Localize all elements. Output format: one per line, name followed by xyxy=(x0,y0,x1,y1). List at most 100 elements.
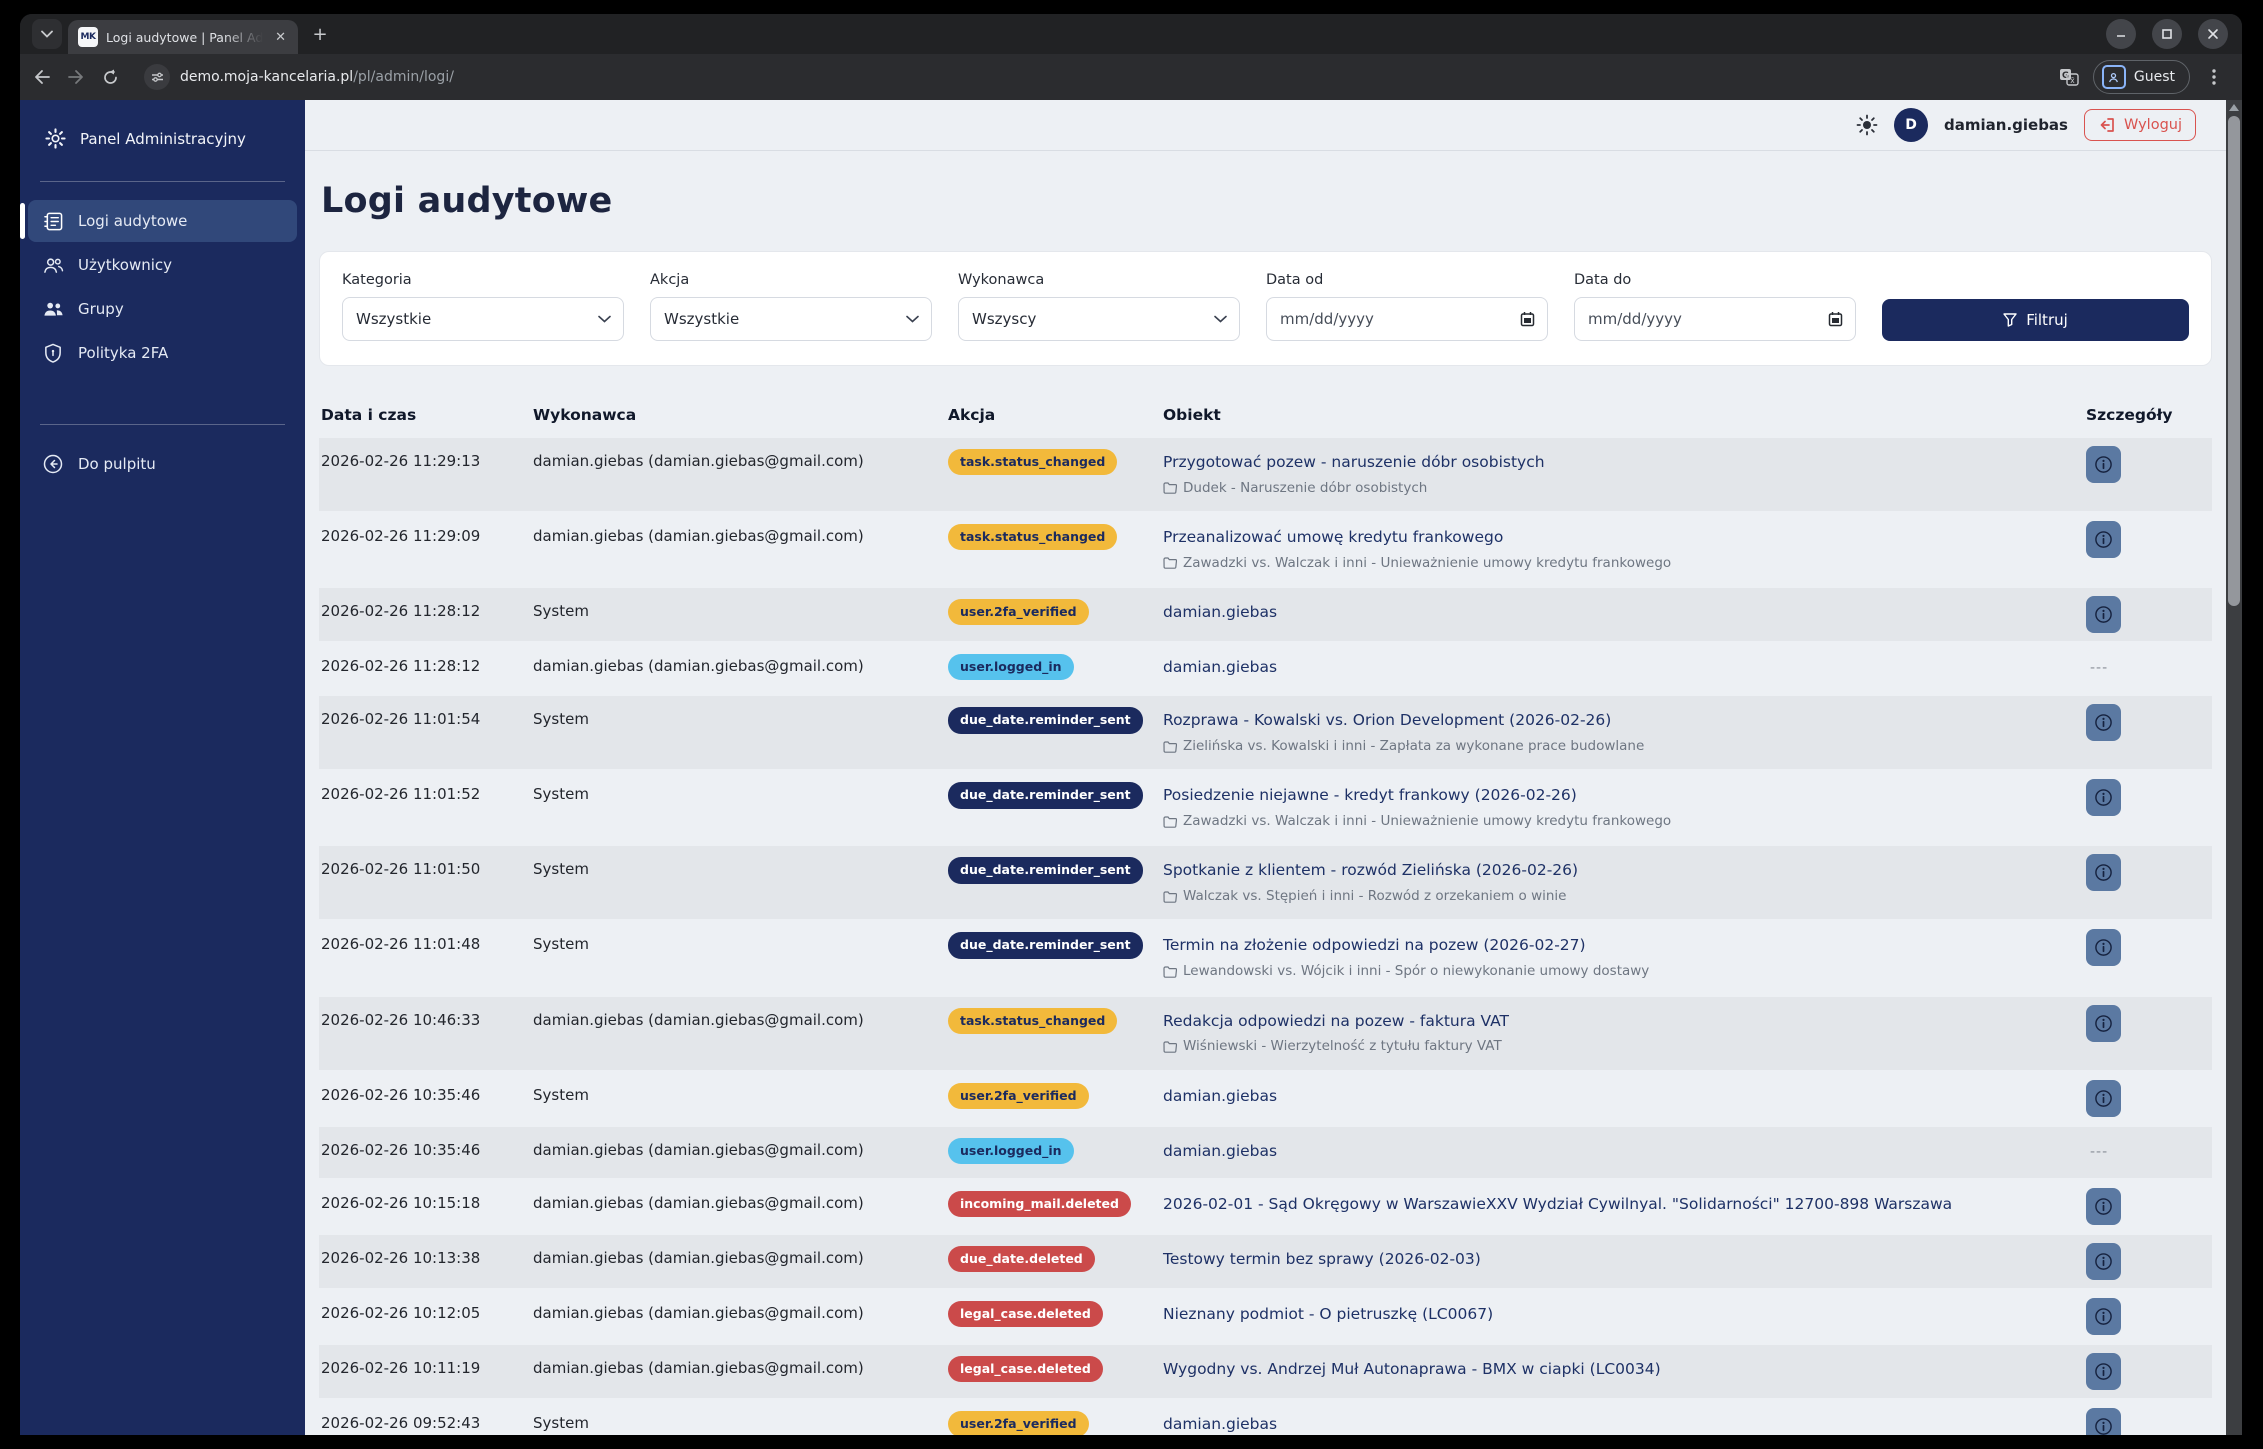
action-badge: user.logged_in xyxy=(948,1137,1074,1164)
browser-tab[interactable]: MK Logi audytowe | Panel Ad ✕ xyxy=(68,20,298,54)
object-link[interactable]: Przeanalizować umowę kredytu frankowego xyxy=(1163,528,1504,547)
chevron-down-icon xyxy=(906,315,919,323)
reload-button[interactable] xyxy=(94,61,126,93)
details-button[interactable] xyxy=(2086,1004,2121,1042)
details-button[interactable] xyxy=(2086,704,2121,742)
folder-icon xyxy=(1163,891,1177,903)
sidebar-item-logi-audytowe[interactable]: Logi audytowe xyxy=(20,200,297,242)
object-case: Walczak vs. Stępień i inni - Rozwód z or… xyxy=(1163,888,2062,906)
data-od-input[interactable]: mm/dd/yyyy xyxy=(1266,297,1548,341)
details-button[interactable] xyxy=(2086,854,2121,892)
table-row: 2026-02-26 10:12:05 damian.giebas (damia… xyxy=(319,1290,2212,1345)
object-link[interactable]: damian.giebas xyxy=(1163,1086,1278,1105)
folder-icon xyxy=(1163,557,1177,570)
details-button[interactable] xyxy=(2086,929,2121,967)
details-button[interactable] xyxy=(2086,1352,2121,1390)
window-minimize-button[interactable] xyxy=(2106,19,2136,49)
page-scrollbar[interactable] xyxy=(2226,100,2242,1435)
data-do-input[interactable]: mm/dd/yyyy xyxy=(1574,297,1856,341)
back-button[interactable] xyxy=(26,61,58,93)
scrollbar-thumb[interactable] xyxy=(2228,116,2240,606)
log-performer: System xyxy=(533,602,589,621)
theme-toggle-button[interactable] xyxy=(1856,114,1878,136)
table-row: 2026-02-26 10:13:38 damian.giebas (damia… xyxy=(319,1234,2212,1290)
page-topbar: D damian.giebas Wyloguj xyxy=(305,100,2242,151)
sun-icon xyxy=(1856,114,1878,136)
table-row: 2026-02-26 10:46:33 damian.giebas (damia… xyxy=(319,996,2212,1072)
object-link[interactable]: damian.giebas xyxy=(1163,603,1278,622)
sidebar-divider xyxy=(40,424,285,425)
log-datetime: 2026-02-26 11:01:50 xyxy=(321,860,481,879)
details-button[interactable] xyxy=(2086,1242,2121,1280)
object-link[interactable]: Spotkanie z klientem - rozwód Zielińska … xyxy=(1163,861,1579,880)
table-row: 2026-02-26 10:35:46 System user.2fa_veri… xyxy=(319,1072,2212,1127)
log-datetime: 2026-02-26 10:13:38 xyxy=(321,1248,481,1267)
object-link[interactable]: Przygotować pozew - naruszenie dóbr osob… xyxy=(1163,453,1545,471)
log-datetime: 2026-02-26 10:15:18 xyxy=(321,1193,481,1212)
filter-submit-button[interactable]: Filtruj xyxy=(1882,299,2189,341)
sidebar-divider xyxy=(40,181,285,182)
details-button[interactable] xyxy=(2086,1187,2121,1225)
tab-search-button[interactable] xyxy=(32,19,62,49)
object-link[interactable]: Rozprawa - Kowalski vs. Orion Developmen… xyxy=(1163,711,1612,730)
info-icon xyxy=(2095,1198,2112,1215)
scroll-up-icon[interactable] xyxy=(2229,104,2239,111)
kategoria-select[interactable]: Wszystkie xyxy=(342,297,624,341)
profile-button[interactable]: Guest xyxy=(2092,60,2190,94)
sidebar-item-polityka-2fa[interactable]: Polityka 2FA xyxy=(28,332,297,374)
filter-kategoria: Kategoria Wszystkie xyxy=(342,272,624,341)
object-link[interactable]: damian.giebas xyxy=(1163,1414,1278,1433)
window-close-button[interactable] xyxy=(2198,19,2228,49)
logout-button[interactable]: Wyloguj xyxy=(2084,109,2196,141)
object-link[interactable]: 2026-02-01 - Sąd Okręgowy w WarszawieXXV… xyxy=(1163,1194,1953,1213)
forward-button[interactable] xyxy=(60,61,92,93)
sidebar-item-do-pulpitu[interactable]: Do pulpitu xyxy=(28,443,297,485)
akcja-select[interactable]: Wszystkie xyxy=(650,297,932,341)
info-icon xyxy=(2095,456,2112,473)
object-link[interactable]: Posiedzenie niejawne - kredyt frankowy (… xyxy=(1163,786,1577,805)
details-button[interactable] xyxy=(2086,596,2121,634)
calendar-icon xyxy=(1828,312,1843,327)
details-button[interactable] xyxy=(2086,1297,2121,1335)
tab-close-icon[interactable]: ✕ xyxy=(275,29,286,45)
new-tab-button[interactable]: + xyxy=(312,23,328,45)
chevron-down-icon xyxy=(41,30,53,38)
object-link[interactable]: Redakcja odpowiedzi na pozew - faktura V… xyxy=(1163,1011,1510,1030)
no-details-dashes: --- xyxy=(2090,660,2109,677)
browser-menu-button[interactable] xyxy=(2198,61,2230,93)
table-row: 2026-02-26 10:15:18 damian.giebas (damia… xyxy=(319,1180,2212,1235)
log-datetime: 2026-02-26 11:01:54 xyxy=(321,710,481,729)
log-datetime: 2026-02-26 11:28:12 xyxy=(321,602,481,621)
object-link[interactable]: Wygodny vs. Andrzej Muł Autonaprawa - BM… xyxy=(1163,1359,1661,1378)
calendar-icon xyxy=(1520,312,1535,327)
details-button[interactable] xyxy=(2086,446,2121,483)
details-button[interactable] xyxy=(2086,779,2121,817)
wykonawca-select[interactable]: Wszyscy xyxy=(958,297,1240,341)
details-button[interactable] xyxy=(2086,521,2121,559)
reload-icon xyxy=(103,69,117,84)
site-info-icon[interactable] xyxy=(144,64,170,90)
minimize-icon xyxy=(2117,35,2125,37)
log-performer: System xyxy=(533,860,589,879)
sidebar-item-grupy[interactable]: Grupy xyxy=(28,288,297,330)
logout-icon xyxy=(2100,118,2114,132)
folder-icon xyxy=(1163,482,1177,495)
object-link[interactable]: Testowy termin bez sprawy (2026-02-03) xyxy=(1163,1249,1481,1268)
object-link[interactable]: Nieznany podmiot - O pietruszkę (LC0067) xyxy=(1163,1304,1494,1323)
sidebar-item-uzytkownicy[interactable]: Użytkownicy xyxy=(28,244,297,286)
funnel-icon xyxy=(2003,313,2017,327)
gear-icon xyxy=(44,128,66,149)
object-link[interactable]: damian.giebas xyxy=(1163,658,1278,677)
url-text[interactable]: demo.moja-kancelaria.pl/pl/admin/logi/ xyxy=(180,69,454,85)
window-maximize-button[interactable] xyxy=(2152,19,2182,49)
object-link[interactable]: Termin na złożenie odpowiedzi na pozew (… xyxy=(1163,936,1586,955)
details-button[interactable] xyxy=(2086,1079,2121,1117)
object-case: Dudek - Naruszenie dóbr osobistych xyxy=(1163,480,2062,498)
object-case: Zawadzki vs. Walczak i inni - Unieważnie… xyxy=(1163,555,2062,573)
object-link[interactable]: damian.giebas xyxy=(1163,1141,1278,1160)
user-avatar[interactable]: D xyxy=(1894,108,1929,142)
log-performer: damian.giebas (damian.giebas@gmail.com) xyxy=(533,657,864,676)
details-button[interactable] xyxy=(2086,1407,2121,1435)
address-bar[interactable]: demo.moja-kancelaria.pl/pl/admin/logi/ xyxy=(132,60,2051,94)
